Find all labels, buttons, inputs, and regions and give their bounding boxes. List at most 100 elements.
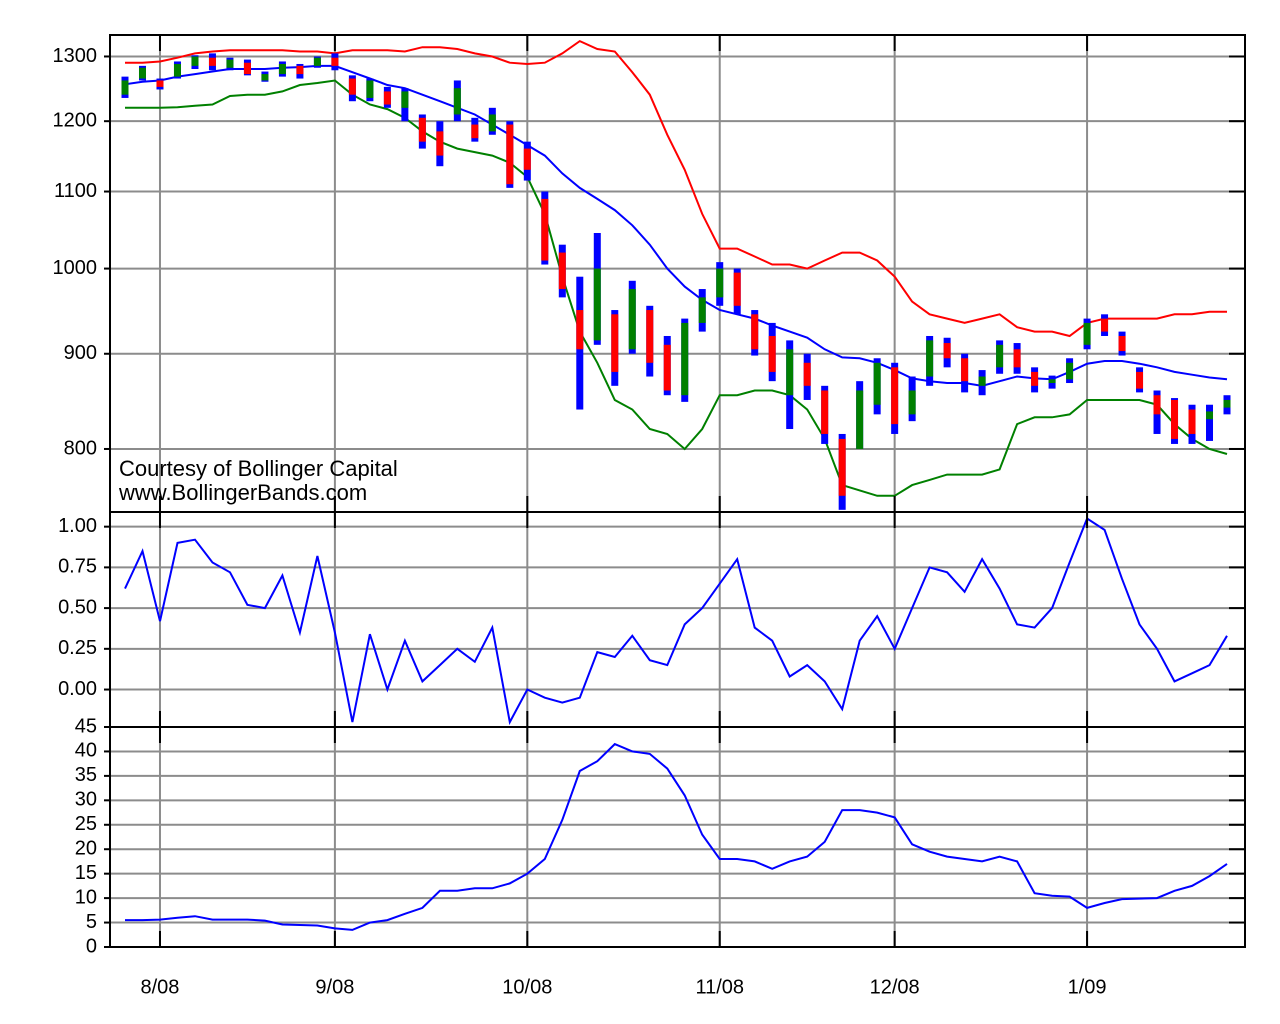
y-tick-label: 1100: [54, 180, 97, 202]
candle-body: [978, 376, 986, 386]
line-series: [124, 516, 1228, 726]
candle-body: [278, 63, 286, 75]
annotation: Courtesy of Bollinger Capital: [119, 456, 398, 481]
candle-range: [1206, 404, 1214, 441]
candle-body: [1048, 379, 1056, 384]
candle-body: [576, 310, 584, 350]
candle-body: [383, 91, 391, 105]
panel-frame: [109, 726, 1246, 948]
candle-body: [418, 117, 426, 142]
candle-body: [1013, 349, 1021, 368]
x-tick-label: 1/09: [1068, 976, 1107, 998]
candle-body: [628, 289, 636, 350]
candle-body: [313, 57, 321, 66]
x-tick-label: 8/08: [141, 976, 180, 998]
y-tick-label: 0.75: [58, 556, 97, 578]
candle-body: [838, 438, 846, 496]
x-tick-label: 9/08: [315, 976, 354, 998]
x-tick-label: 10/08: [502, 976, 552, 998]
candle-body: [908, 390, 916, 415]
candle-body: [1066, 362, 1074, 380]
candle-body: [646, 310, 654, 363]
candle-body: [663, 344, 671, 391]
candle-body: [366, 80, 374, 98]
candle-body: [261, 74, 269, 81]
line-series: [125, 742, 1228, 931]
candle-body: [471, 124, 479, 139]
candle-body: [716, 268, 724, 298]
line-series: [125, 39, 1227, 338]
y-tick-label: 10: [75, 886, 97, 908]
y-tick-label: 0: [86, 935, 97, 957]
candle-body: [156, 80, 164, 87]
candle-body: [611, 314, 619, 372]
y-tick-label: 15: [75, 862, 97, 884]
candle-body: [1136, 371, 1144, 389]
candle-body: [768, 335, 776, 372]
annotation: www.BollingerBands.com: [118, 480, 367, 505]
candle-body: [698, 297, 706, 323]
candle-body: [453, 88, 461, 115]
y-tick-label: 1300: [53, 45, 98, 67]
candle-body: [891, 367, 899, 425]
candle-body: [733, 272, 741, 306]
y-tick-label: 0.25: [58, 637, 97, 659]
candle-body: [873, 362, 881, 405]
candle-body: [1171, 399, 1179, 439]
candle-body: [996, 344, 1004, 368]
y-tick-label: 35: [75, 764, 97, 786]
candle-body: [558, 252, 566, 290]
frame-layer: 800 900 1000 1100 1200 1300 0.00 0.25 0.50 0.75 1.…: [53, 34, 1246, 998]
y-tick-label: 1000: [53, 257, 98, 279]
plot-area: [121, 39, 1231, 510]
candle-body: [1083, 322, 1091, 345]
candle-body: [1188, 409, 1196, 434]
candle-body: [856, 390, 864, 449]
candle-body: [121, 80, 129, 95]
plot-area: [125, 742, 1228, 931]
y-tick-label: 45: [75, 715, 97, 737]
y-tick-label: 1.00: [58, 515, 97, 537]
candle-body: [961, 358, 969, 382]
candle-body: [1153, 395, 1161, 415]
candle-body: [401, 91, 409, 108]
y-tick-label: 25: [75, 813, 97, 835]
candle-body: [1206, 411, 1214, 420]
candle-body: [243, 62, 251, 75]
candle-body: [803, 362, 811, 386]
candle-body: [523, 148, 531, 170]
candle-body: [751, 314, 759, 350]
candle-body: [1031, 371, 1039, 386]
y-tick-label: 1200: [53, 109, 98, 131]
x-tick-label: 12/08: [870, 976, 920, 998]
y-tick-label: 20: [75, 838, 97, 860]
candle-body: [1101, 318, 1109, 332]
marks-layer: [121, 39, 1231, 931]
y-tick-label: 900: [64, 342, 97, 364]
candle-body: [821, 390, 829, 434]
candle-body: [541, 198, 549, 261]
candle-body: [296, 65, 304, 75]
candle-body: [138, 67, 146, 79]
candle-body: [943, 343, 951, 359]
candle-body: [786, 349, 794, 396]
candle-body: [331, 57, 339, 66]
candle-body: [488, 114, 496, 132]
candle-body: [1118, 335, 1126, 352]
y-tick-label: 40: [75, 740, 97, 762]
candle-body: [208, 57, 216, 66]
y-tick-label: 30: [75, 789, 97, 811]
line-series: [125, 79, 1228, 497]
candle-body: [226, 59, 234, 68]
x-tick-label: 11/08: [695, 976, 744, 998]
candle-body: [593, 268, 601, 341]
candle-body: [436, 131, 444, 156]
candle-body: [191, 56, 199, 66]
y-tick-label: 0.50: [58, 596, 97, 618]
candle-body: [173, 63, 181, 77]
plot-area: [124, 516, 1228, 726]
candle-body: [348, 78, 356, 95]
candle-body: [681, 322, 689, 396]
y-tick-label: 5: [86, 911, 97, 933]
